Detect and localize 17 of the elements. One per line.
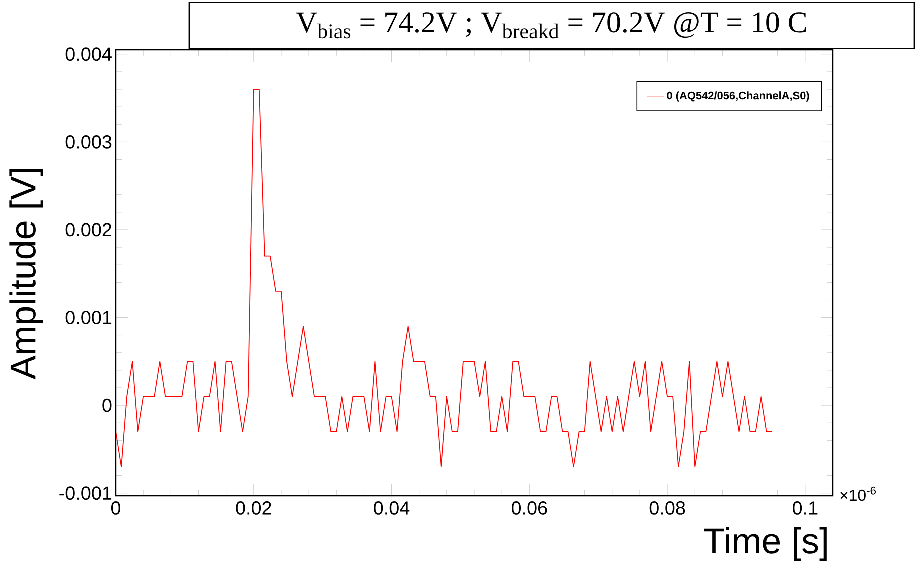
y-axis-title: Amplitude [V]: [10, 168, 44, 380]
x-tick-label: 0.08: [650, 502, 686, 515]
x-tick-label: 0.1: [793, 502, 818, 515]
x-axis-title: Time [s]: [704, 528, 827, 561]
y-tick-label: -0.001: [60, 486, 112, 500]
y-tick-label: 0.001: [66, 311, 112, 324]
chart-title: V$_{bias}$ = 74.2V ; V$_{breakd}$ = 70.2V @T = 10 C: [296, 12, 806, 39]
y-tick-label: 0: [102, 398, 112, 412]
text: ×10$^{-6}$: [840, 486, 876, 502]
y-tick-label: 0.003: [66, 135, 112, 149]
y-tick-label: 0.004: [66, 48, 112, 62]
x-tick-label: 0: [111, 502, 121, 515]
x-tick-label: 0.04: [374, 502, 410, 515]
x-tick-label: 0.02: [236, 502, 272, 515]
y-tick-label: 0.002: [66, 223, 112, 237]
legend-label: 0 (AQ542/056,ChannelA,S0): [667, 92, 810, 102]
x-tick-label: 0.06: [512, 502, 548, 515]
